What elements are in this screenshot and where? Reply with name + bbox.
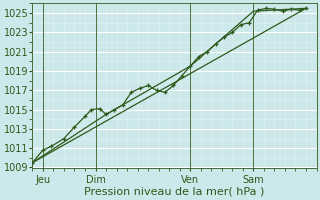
X-axis label: Pression niveau de la mer( hPa ): Pression niveau de la mer( hPa ) bbox=[84, 187, 265, 197]
